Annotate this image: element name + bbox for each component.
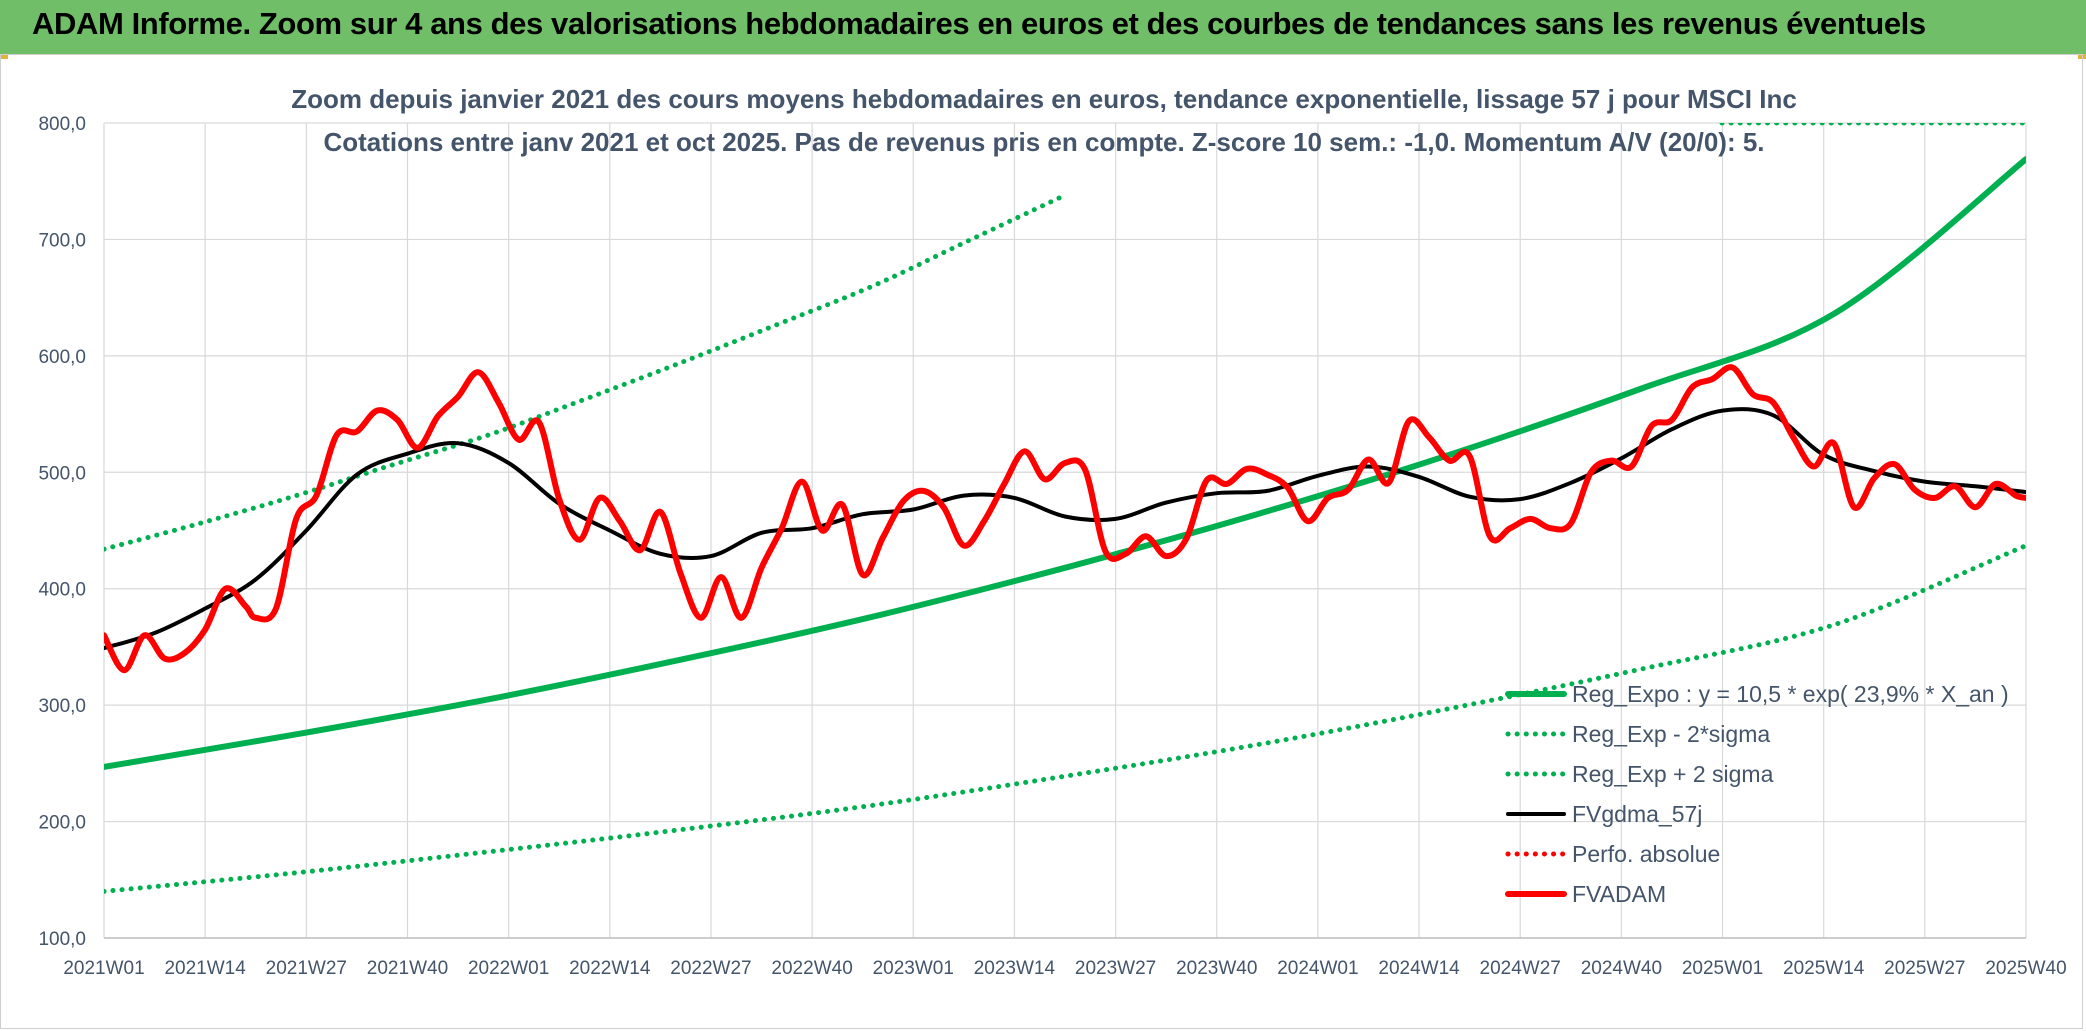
x-tick-label: 2022W27 [670, 958, 751, 979]
legend-label: Reg_Exp - 2*sigma [1572, 721, 1770, 747]
x-tick-label: 2023W01 [873, 958, 954, 979]
y-tick-label: 800,0 [38, 114, 86, 135]
x-tick-label: 2025W40 [1985, 958, 2066, 979]
legend-label: FVgdma_57j [1572, 801, 1702, 827]
legend-label: Reg_Expo : y = 10,5 * exp( 23,9% * X_an … [1572, 681, 2009, 707]
series-line-reg-expo-y-10-5-exp-23-9-x-an [104, 156, 2026, 770]
x-tick-label: 2025W27 [1884, 958, 1965, 979]
series-layer [104, 123, 2026, 894]
x-tick-label: 2021W01 [63, 958, 144, 979]
x-tick-label: 2024W40 [1581, 958, 1662, 979]
series-line-fvadam [104, 364, 2026, 674]
x-tick-label: 2023W40 [1176, 958, 1257, 979]
series-line-reg-exp-2-sigma [104, 192, 1068, 552]
chart-title-line-2: Cotations entre janv 2021 et oct 2025. P… [323, 127, 1764, 157]
series-line-reg-exp-2-sigma [104, 543, 2026, 894]
legend-label: Perfo. absolue [1572, 841, 1720, 867]
x-tick-label: 2023W14 [974, 958, 1056, 979]
grid-lines [103, 122, 2027, 939]
y-tick-label: 300,0 [38, 696, 86, 717]
y-tick-label: 400,0 [38, 580, 86, 601]
x-tick-label: 2025W14 [1783, 958, 1865, 979]
frame-corner-left [0, 54, 8, 59]
page-title: ADAM Informe. Zoom sur 4 ans des valoris… [32, 6, 1926, 41]
x-tick-label: 2022W01 [468, 958, 549, 979]
y-tick-label: 200,0 [38, 813, 86, 834]
header-bar: ADAM Informe. Zoom sur 4 ans des valoris… [0, 0, 2086, 54]
y-tick-label: 500,0 [38, 463, 86, 484]
legend-label: FVADAM [1572, 881, 1666, 907]
x-tick-label: 2023W27 [1075, 958, 1156, 979]
series-line-fvgdma-57j [104, 407, 2026, 651]
x-tick-label: 2024W27 [1480, 958, 1561, 979]
x-tick-label: 2022W40 [771, 958, 852, 979]
x-axis-ticks: 2021W01 2021W14 2021W27 2021W40 2022W01 2022W… [63, 958, 2066, 979]
x-tick-label: 2021W27 [266, 958, 347, 979]
chart-frame [0, 54, 2083, 1029]
x-tick-label: 2021W14 [164, 958, 246, 979]
x-tick-label: 2021W40 [367, 958, 448, 979]
y-tick-label: 600,0 [38, 347, 86, 368]
y-axis-ticks: 100,0 200,0 300,0 400,0 500,0 600,0 700,0 800,0 [38, 114, 86, 950]
x-tick-label: 2025W01 [1682, 958, 1763, 979]
x-tick-label: 2024W14 [1378, 958, 1460, 979]
x-tick-label: 2022W14 [569, 958, 651, 979]
y-tick-label: 700,0 [38, 230, 86, 251]
x-tick-label: 2024W01 [1277, 958, 1358, 979]
chart-title-line-1: Zoom depuis janvier 2021 des cours moyen… [291, 84, 1797, 114]
legend: Reg_Expo : y = 10,5 * exp( 23,9% * X_an … [1505, 681, 2009, 907]
y-tick-label: 100,0 [38, 929, 86, 950]
legend-label: Reg_Exp + 2 sigma [1572, 761, 1774, 787]
